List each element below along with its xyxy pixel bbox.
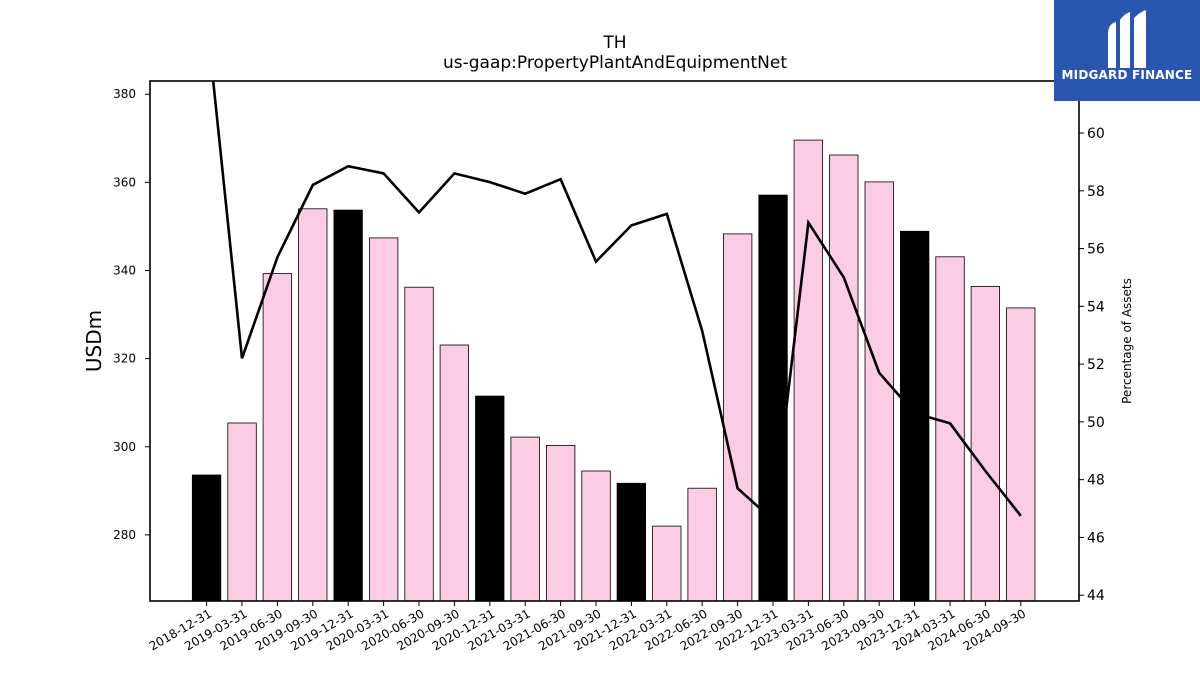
bar: [510, 436, 540, 602]
y2-tick-label: 54: [1087, 299, 1105, 315]
y2-tick-label: 52: [1087, 357, 1105, 373]
y2-tick-label: 46: [1087, 530, 1105, 546]
bar: [1006, 307, 1036, 602]
series-line: [211, 81, 1022, 523]
y-tick-label: 280: [113, 528, 136, 542]
y-axis: 280 300 320 340 360 380: [113, 87, 150, 542]
logo-text: MIDGARD FINANCE: [1061, 68, 1193, 82]
y2-tick-label: 58: [1087, 184, 1105, 200]
bar: [758, 194, 788, 602]
bar: [970, 285, 1000, 602]
bar: [581, 470, 611, 602]
bar: [616, 482, 646, 602]
logo: MIDGARD FINANCE: [1054, 0, 1200, 101]
plot-frame: [149, 80, 1080, 602]
y-tick-label: 340: [113, 263, 136, 277]
y2-tick-label: 56: [1087, 242, 1105, 258]
bar: [829, 154, 859, 602]
bar: [298, 208, 328, 602]
bar: [546, 444, 576, 602]
y2-axis: 44 46 48 50 52 54 56 58 60: [1079, 126, 1105, 604]
bar: [439, 344, 470, 602]
chart-subtitle: us-gaap:PropertyPlantAndEquipmentNet: [443, 53, 787, 73]
y-tick-label: 360: [113, 175, 136, 189]
bar: [723, 233, 753, 602]
bar: [935, 256, 965, 602]
midgard-logo-icon: [1108, 10, 1146, 68]
y2-tick-label: 50: [1087, 415, 1105, 431]
bar: [191, 474, 222, 602]
y2-axis-label: Percentage of Assets: [1120, 278, 1134, 404]
y-tick-label: 300: [113, 440, 136, 454]
y2-tick-label: 44: [1087, 588, 1105, 604]
bar-group: [191, 139, 1036, 602]
bar: [475, 395, 505, 602]
bar: [652, 525, 682, 602]
bar: [687, 487, 717, 602]
line-group: [211, 81, 1022, 523]
bar: [368, 237, 399, 602]
bar: [333, 209, 363, 602]
bar: [262, 273, 293, 602]
bar: [227, 422, 257, 602]
y-tick-label: 380: [113, 87, 136, 101]
bar: [793, 139, 823, 602]
y-tick-label: 320: [113, 352, 136, 366]
y2-tick-label: 48: [1087, 473, 1105, 489]
chart-title: TH: [602, 33, 626, 53]
bar: [864, 181, 894, 602]
bar: [404, 286, 434, 602]
y2-tick-label: 60: [1087, 126, 1105, 142]
y-axis-label: USDm: [82, 310, 106, 372]
x-axis: 2018-12-312019-03-312019-06-302019-09-30…: [147, 601, 1028, 653]
